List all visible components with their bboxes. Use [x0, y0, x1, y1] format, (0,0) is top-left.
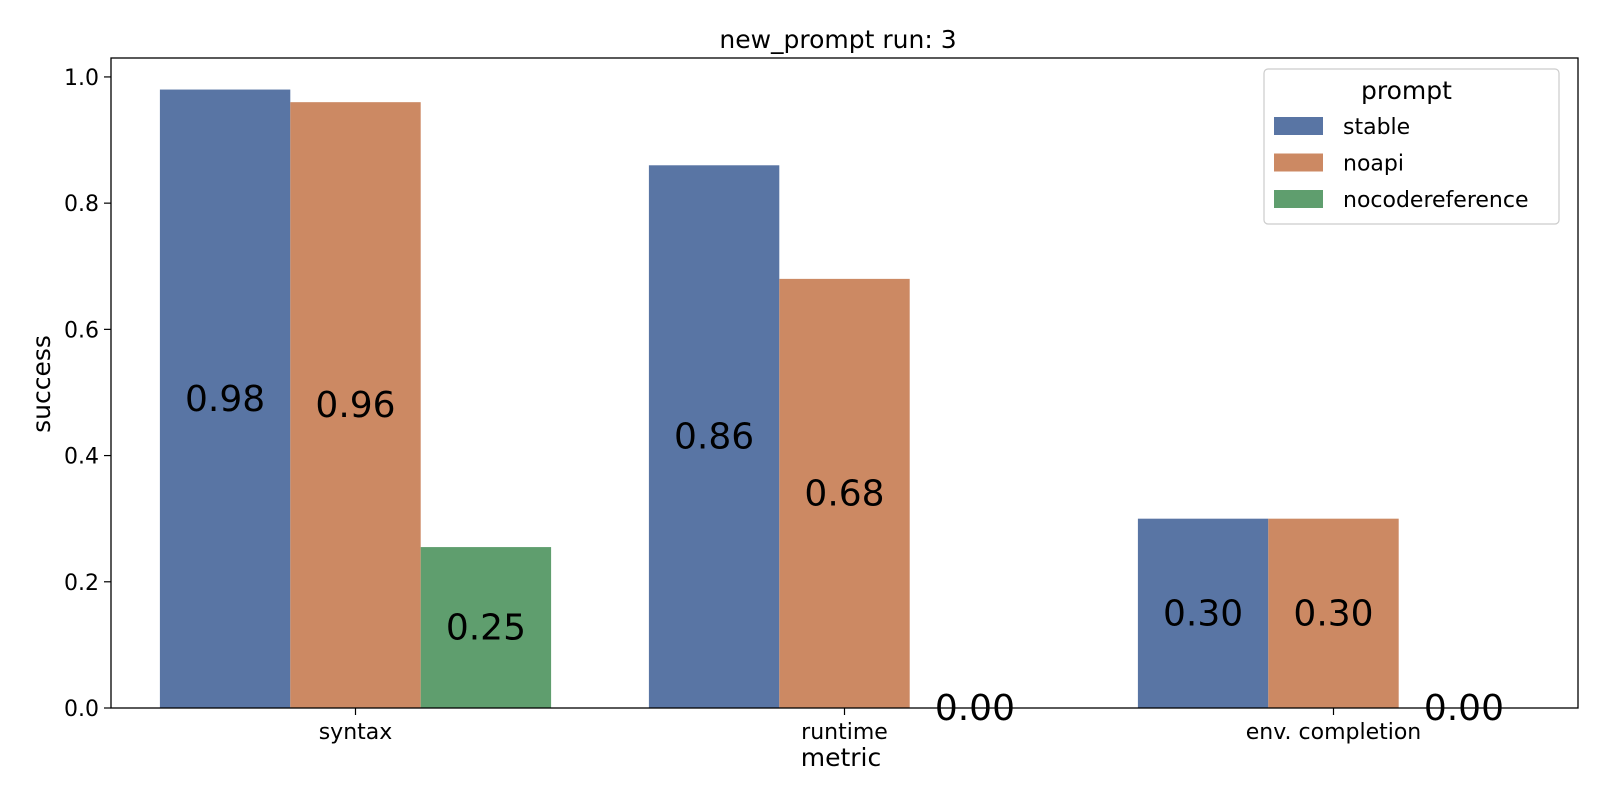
x-axis-label: metric	[801, 743, 882, 772]
bar-noapi-1	[779, 278, 910, 708]
y-axis-label: success	[27, 335, 56, 433]
y-tick-label-2: 0.4	[64, 445, 99, 470]
x-tick-label-0: syntax	[319, 720, 393, 745]
y-tick-label-1: 0.2	[64, 571, 99, 596]
value-label-nocodereference-0: 0.25	[446, 608, 526, 649]
value-label-noapi-2: 0.30	[1293, 593, 1373, 634]
value-label-stable-2: 0.30	[1163, 593, 1243, 634]
value-label-stable-1: 0.86	[674, 417, 754, 458]
legend-swatch-stable	[1274, 117, 1323, 135]
plot-frame	[110, 57, 1579, 709]
legend-title: prompt	[1361, 76, 1452, 105]
legend-label-noapi: noapi	[1343, 152, 1404, 177]
y-tick-label-3: 0.6	[64, 318, 99, 343]
bar-noapi-2	[1268, 518, 1399, 708]
legend-swatch-nocodereference	[1274, 190, 1323, 208]
chart-title: new_prompt run: 3	[719, 25, 956, 54]
x-tick-label-2: env. completion	[1246, 720, 1422, 745]
y-tick-label-5: 1.0	[64, 66, 99, 91]
bar-stable-1	[648, 165, 780, 708]
bar-stable-2	[1137, 518, 1269, 708]
bar-nocodereference-0	[420, 547, 552, 708]
bar-stable-0	[159, 89, 291, 708]
y-tick-label-0: 0.0	[64, 697, 99, 722]
bar-noapi-0	[290, 102, 421, 709]
value-label-noapi-0: 0.96	[315, 385, 395, 426]
legend-swatch-noapi	[1274, 153, 1323, 172]
legend-label-nocodereference: nocodereference	[1343, 188, 1529, 213]
y-tick-label-4: 0.8	[64, 192, 99, 217]
value-label-noapi-1: 0.68	[804, 473, 884, 514]
value-label-stable-0: 0.98	[185, 379, 265, 420]
legend-box	[1263, 68, 1560, 225]
legend-label-stable: stable	[1343, 115, 1410, 140]
x-tick-label-1: runtime	[801, 720, 888, 745]
legend: prompt stable noapi nocodereference	[1263, 68, 1560, 225]
